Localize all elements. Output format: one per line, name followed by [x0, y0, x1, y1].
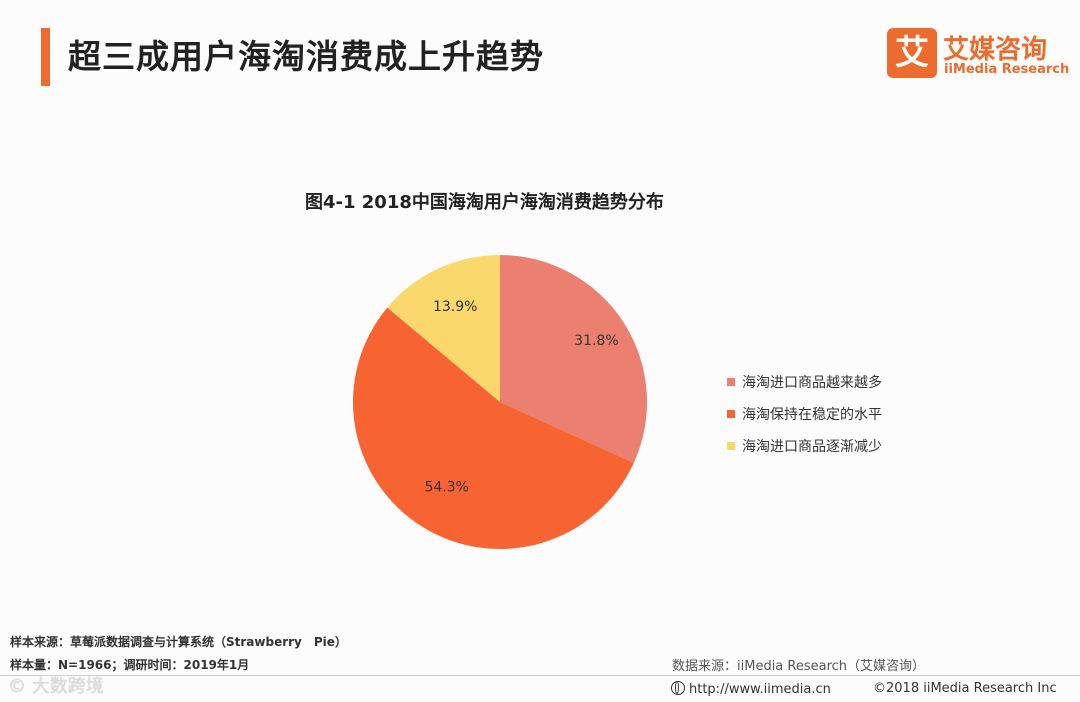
- title-accent-bar: [41, 28, 50, 86]
- sample-source-note: 样本来源：草莓派数据调查与计算系统（Strawberry Pie）: [10, 635, 347, 649]
- pie-slice: [500, 255, 647, 463]
- logo-english-name: iiMedia Research: [944, 62, 1070, 77]
- legend-swatch: [727, 378, 735, 386]
- chart-title: 图4-1 2018中国海淘用户海淘消费趋势分布: [305, 192, 664, 213]
- sample-size-note: 样本量：N=1966；调研时间：2019年1月: [10, 658, 250, 672]
- website-url[interactable]: http://www.iimedia.cn: [671, 681, 831, 697]
- pie-data-label: 13.9%: [433, 299, 477, 315]
- copyright-note: ©2018 iiMedia Research Inc: [873, 681, 1057, 696]
- pie-data-label: 31.8%: [574, 333, 618, 349]
- legend-label: 海淘进口商品越来越多: [742, 375, 882, 391]
- pie-data-label: 54.3%: [424, 480, 468, 496]
- watermark: © 大数跨境: [8, 676, 104, 697]
- legend-label: 海淘保持在稳定的水平: [742, 407, 882, 423]
- iimedia-logo: 艾 艾媒咨询 iiMedia Research: [887, 28, 1069, 82]
- footer-divider: [0, 675, 1080, 676]
- globe-icon: [671, 681, 685, 695]
- data-source-note: 数据来源：iiMedia Research（艾媒咨询）: [672, 659, 926, 674]
- logo-mark: 艾: [887, 28, 937, 78]
- pie-slice: [387, 255, 500, 402]
- website-url-text: http://www.iimedia.cn: [689, 682, 831, 697]
- legend-swatch: [727, 442, 735, 450]
- page-title: 超三成用户海淘消费成上升趋势: [68, 37, 544, 76]
- pie-chart: 31.8% 54.3% 13.9%: [353, 255, 647, 549]
- logo-chinese-name: 艾媒咨询: [943, 35, 1048, 65]
- pie-slice: [353, 307, 634, 549]
- legend-swatch: [727, 410, 735, 418]
- legend-label: 海淘进口商品逐渐减少: [742, 439, 882, 455]
